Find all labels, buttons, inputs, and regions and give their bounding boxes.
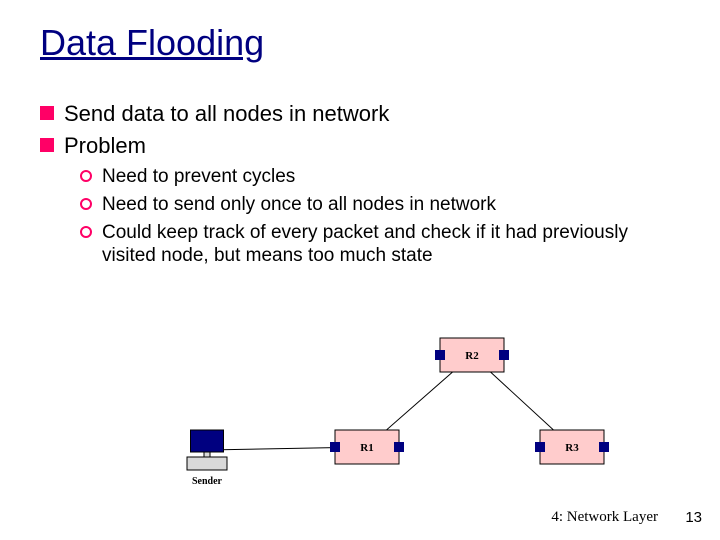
- page-title: Data Flooding: [40, 22, 264, 64]
- svg-text:Sender: Sender: [192, 476, 223, 487]
- bullet-l2-text: Need to send only once to all nodes in n…: [102, 193, 496, 217]
- network-diagram: Sender R1 R2 R3: [160, 320, 620, 500]
- network-svg: Sender R1 R2 R3: [160, 320, 620, 500]
- svg-text:R2: R2: [465, 350, 479, 362]
- circle-bullet-icon: [80, 198, 92, 210]
- bullet-l2-text: Could keep track of every packet and che…: [102, 221, 662, 269]
- bullet-l2: Need to send only once to all nodes in n…: [80, 193, 680, 217]
- bullet-l2: Need to prevent cycles: [80, 165, 680, 189]
- circle-bullet-icon: [80, 226, 92, 238]
- square-bullet-icon: [40, 106, 54, 120]
- footer-page-number: 13: [685, 509, 702, 526]
- svg-text:R1: R1: [360, 442, 373, 454]
- bullet-l2-text: Need to prevent cycles: [102, 165, 295, 189]
- bullet-l1-text: Send data to all nodes in network: [64, 100, 389, 128]
- bullet-l2-group: Need to prevent cycles Need to send only…: [80, 165, 680, 268]
- square-bullet-icon: [40, 138, 54, 152]
- bullet-l2: Could keep track of every packet and che…: [80, 221, 680, 269]
- bullet-block: Send data to all nodes in network Proble…: [40, 100, 680, 272]
- bullet-l1-text: Problem: [64, 132, 146, 160]
- circle-bullet-icon: [80, 170, 92, 182]
- bullet-l1: Problem: [40, 132, 680, 160]
- bullet-l1: Send data to all nodes in network: [40, 100, 680, 128]
- svg-text:R3: R3: [565, 442, 579, 454]
- footer-chapter: 4: Network Layer: [551, 509, 658, 526]
